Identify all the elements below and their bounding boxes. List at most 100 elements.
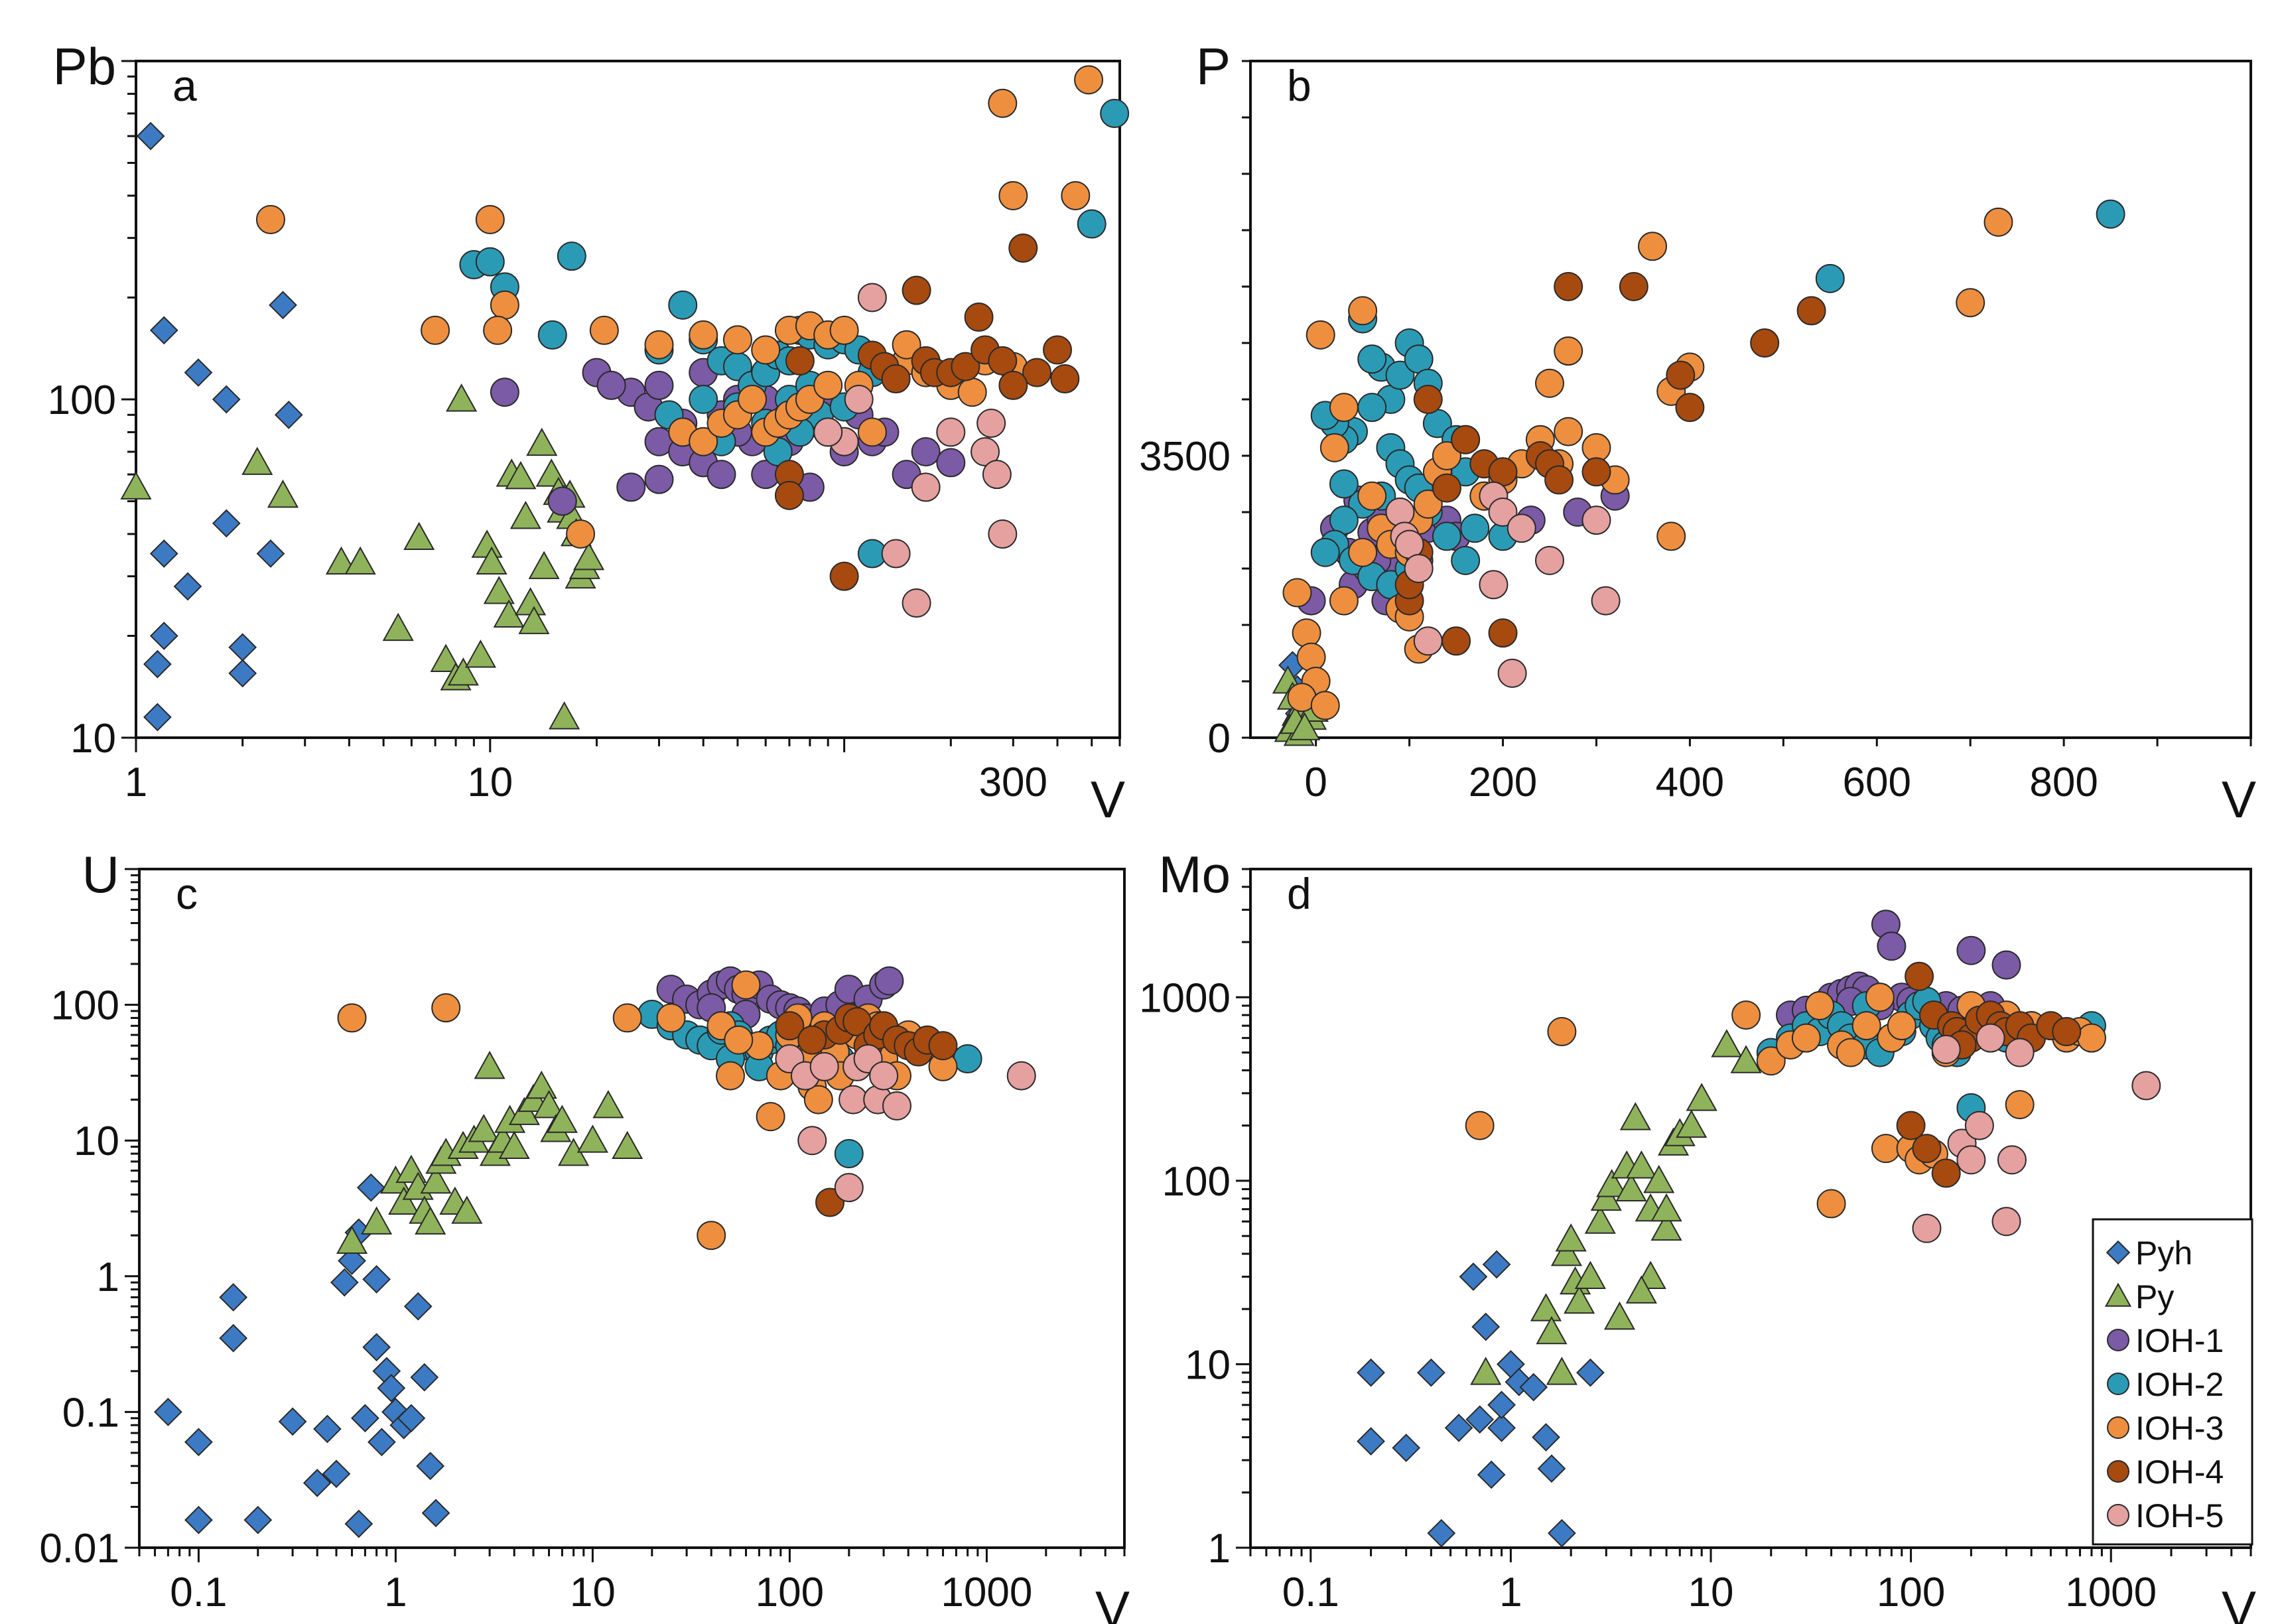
data-point-ioh-5 <box>1581 506 1611 535</box>
x-tick-label: 10 <box>570 1570 616 1615</box>
data-point-py <box>498 1130 530 1160</box>
data-point-ioh-4 <box>1796 296 1826 326</box>
data-point-py <box>535 458 567 487</box>
data-point-ioh-3 <box>1791 1023 1821 1053</box>
data-point-py <box>382 612 414 642</box>
data-point-pyh <box>228 659 257 688</box>
panel-letter: b <box>1287 61 1311 110</box>
data-point-ioh-4 <box>902 275 931 305</box>
data-point-ioh-4 <box>1905 961 1934 991</box>
panel-d: 0.1 1 10 100 1000 1 10 100 1000 V Mo d <box>1139 845 2256 1624</box>
data-point-ioh-2 <box>1460 513 1490 543</box>
data-point-ioh-2 <box>1451 545 1481 575</box>
data-point-ioh-3 <box>957 377 987 407</box>
legend-label: IOH-4 <box>2135 1454 2224 1491</box>
data-point-pyh <box>356 1173 385 1202</box>
data-point-ioh-4 <box>1488 618 1518 648</box>
data-point-ioh-5 <box>1997 1145 2027 1175</box>
data-point-pyh <box>1482 1250 1511 1279</box>
data-point-ioh-5 <box>911 472 941 502</box>
data-point-ioh-4 <box>951 352 980 381</box>
data-point-ioh-4 <box>2052 1017 2082 1047</box>
data-point-ioh-5 <box>1006 1061 1036 1091</box>
data-point-py <box>1650 1193 1682 1222</box>
data-point-py <box>415 1206 446 1235</box>
x-axis-label: V <box>1095 1580 1130 1624</box>
data-point-pyh <box>184 1505 213 1534</box>
legend-label: Pyh <box>2135 1235 2192 1272</box>
data-point-ioh-4 <box>829 561 859 591</box>
data-point-ioh-4 <box>1432 473 1461 503</box>
data-point-ioh-4 <box>797 1025 827 1055</box>
legend-marker-ioh-5 <box>2107 1504 2129 1526</box>
series-IOH-4 <box>1394 272 1826 656</box>
data-point-ioh-1 <box>644 464 674 494</box>
data-point-pyh <box>322 1459 351 1489</box>
data-point-py <box>1625 1275 1657 1304</box>
data-point-py <box>528 551 560 579</box>
data-point-ioh-5 <box>1413 626 1443 656</box>
data-point-py <box>515 587 547 616</box>
legend-marker-ioh-2 <box>2107 1373 2129 1395</box>
legend-marker-ioh-1 <box>2107 1329 2129 1351</box>
data-point-py <box>471 529 503 558</box>
data-point-ioh-3 <box>1547 1017 1577 1047</box>
data-point-py <box>546 1105 578 1133</box>
data-point-ioh-3 <box>431 993 461 1023</box>
data-point-pyh <box>351 1404 379 1433</box>
data-point-py <box>1574 1260 1606 1289</box>
data-point-py <box>576 1124 608 1153</box>
y-tick-label: 100 <box>1162 1159 1231 1205</box>
data-point-ioh-4 <box>1912 1134 1942 1164</box>
data-point-ioh-3 <box>1413 489 1443 519</box>
data-point-ioh-5 <box>869 1061 899 1091</box>
data-point-pyh <box>403 1292 433 1321</box>
data-point-ioh-3 <box>857 417 887 447</box>
data-point-py <box>505 460 537 490</box>
data-point-ioh-3 <box>1432 441 1461 470</box>
data-point-ioh-3 <box>255 204 285 234</box>
data-point-ioh-3 <box>644 330 674 360</box>
data-point-ioh-3 <box>1816 1189 1846 1219</box>
data-point-ioh-1 <box>1991 950 2021 980</box>
data-point-ioh-2 <box>1077 209 1107 239</box>
data-point-ioh-4 <box>1750 328 1780 358</box>
series-IOH-5 <box>775 1044 1036 1203</box>
data-point-ioh-3 <box>689 320 718 350</box>
data-point-ioh-2 <box>1432 521 1461 551</box>
data-point-ioh-4 <box>1675 393 1705 423</box>
data-point-ioh-3 <box>988 88 1018 118</box>
data-point-ioh-1 <box>596 370 626 400</box>
data-point-pyh <box>1465 1405 1495 1434</box>
data-point-ioh-3 <box>1348 296 1378 326</box>
data-point-ioh-3 <box>1074 65 1104 95</box>
data-point-py <box>525 1070 557 1099</box>
y-axis-label: P <box>1196 37 1231 96</box>
data-point-py <box>1470 1357 1502 1385</box>
data-point-ioh-1 <box>616 472 646 502</box>
data-point-ioh-3 <box>998 180 1028 210</box>
data-point-ioh-3 <box>2005 1090 2035 1120</box>
data-point-py <box>1615 1173 1647 1202</box>
data-point-ioh-3 <box>751 335 781 365</box>
data-point-py <box>1536 1316 1568 1345</box>
data-point-pyh <box>274 400 303 429</box>
data-point-ioh-3 <box>1061 180 1091 210</box>
data-point-ioh-5 <box>1912 1213 1942 1243</box>
data-point-ioh-5 <box>809 1051 839 1081</box>
data-point-pyh <box>330 1268 359 1297</box>
data-point-ioh-5 <box>797 1126 827 1156</box>
data-point-ioh-5 <box>971 437 1000 466</box>
data-point-pyh <box>184 1428 213 1457</box>
x-tick-label: 0.1 <box>1282 1570 1339 1615</box>
data-point-ioh-3 <box>1836 1038 1865 1067</box>
data-point-ioh-3 <box>803 1085 833 1115</box>
data-point-ioh-3 <box>738 385 768 414</box>
legend-marker-py <box>2104 1282 2132 1307</box>
data-point-ioh-3 <box>716 1061 745 1091</box>
data-point-ioh-5 <box>1964 1111 1994 1140</box>
x-tick-label: 400 <box>1656 760 1724 805</box>
data-point-ioh-3 <box>756 1102 785 1132</box>
data-point-ioh-4 <box>1451 425 1481 454</box>
